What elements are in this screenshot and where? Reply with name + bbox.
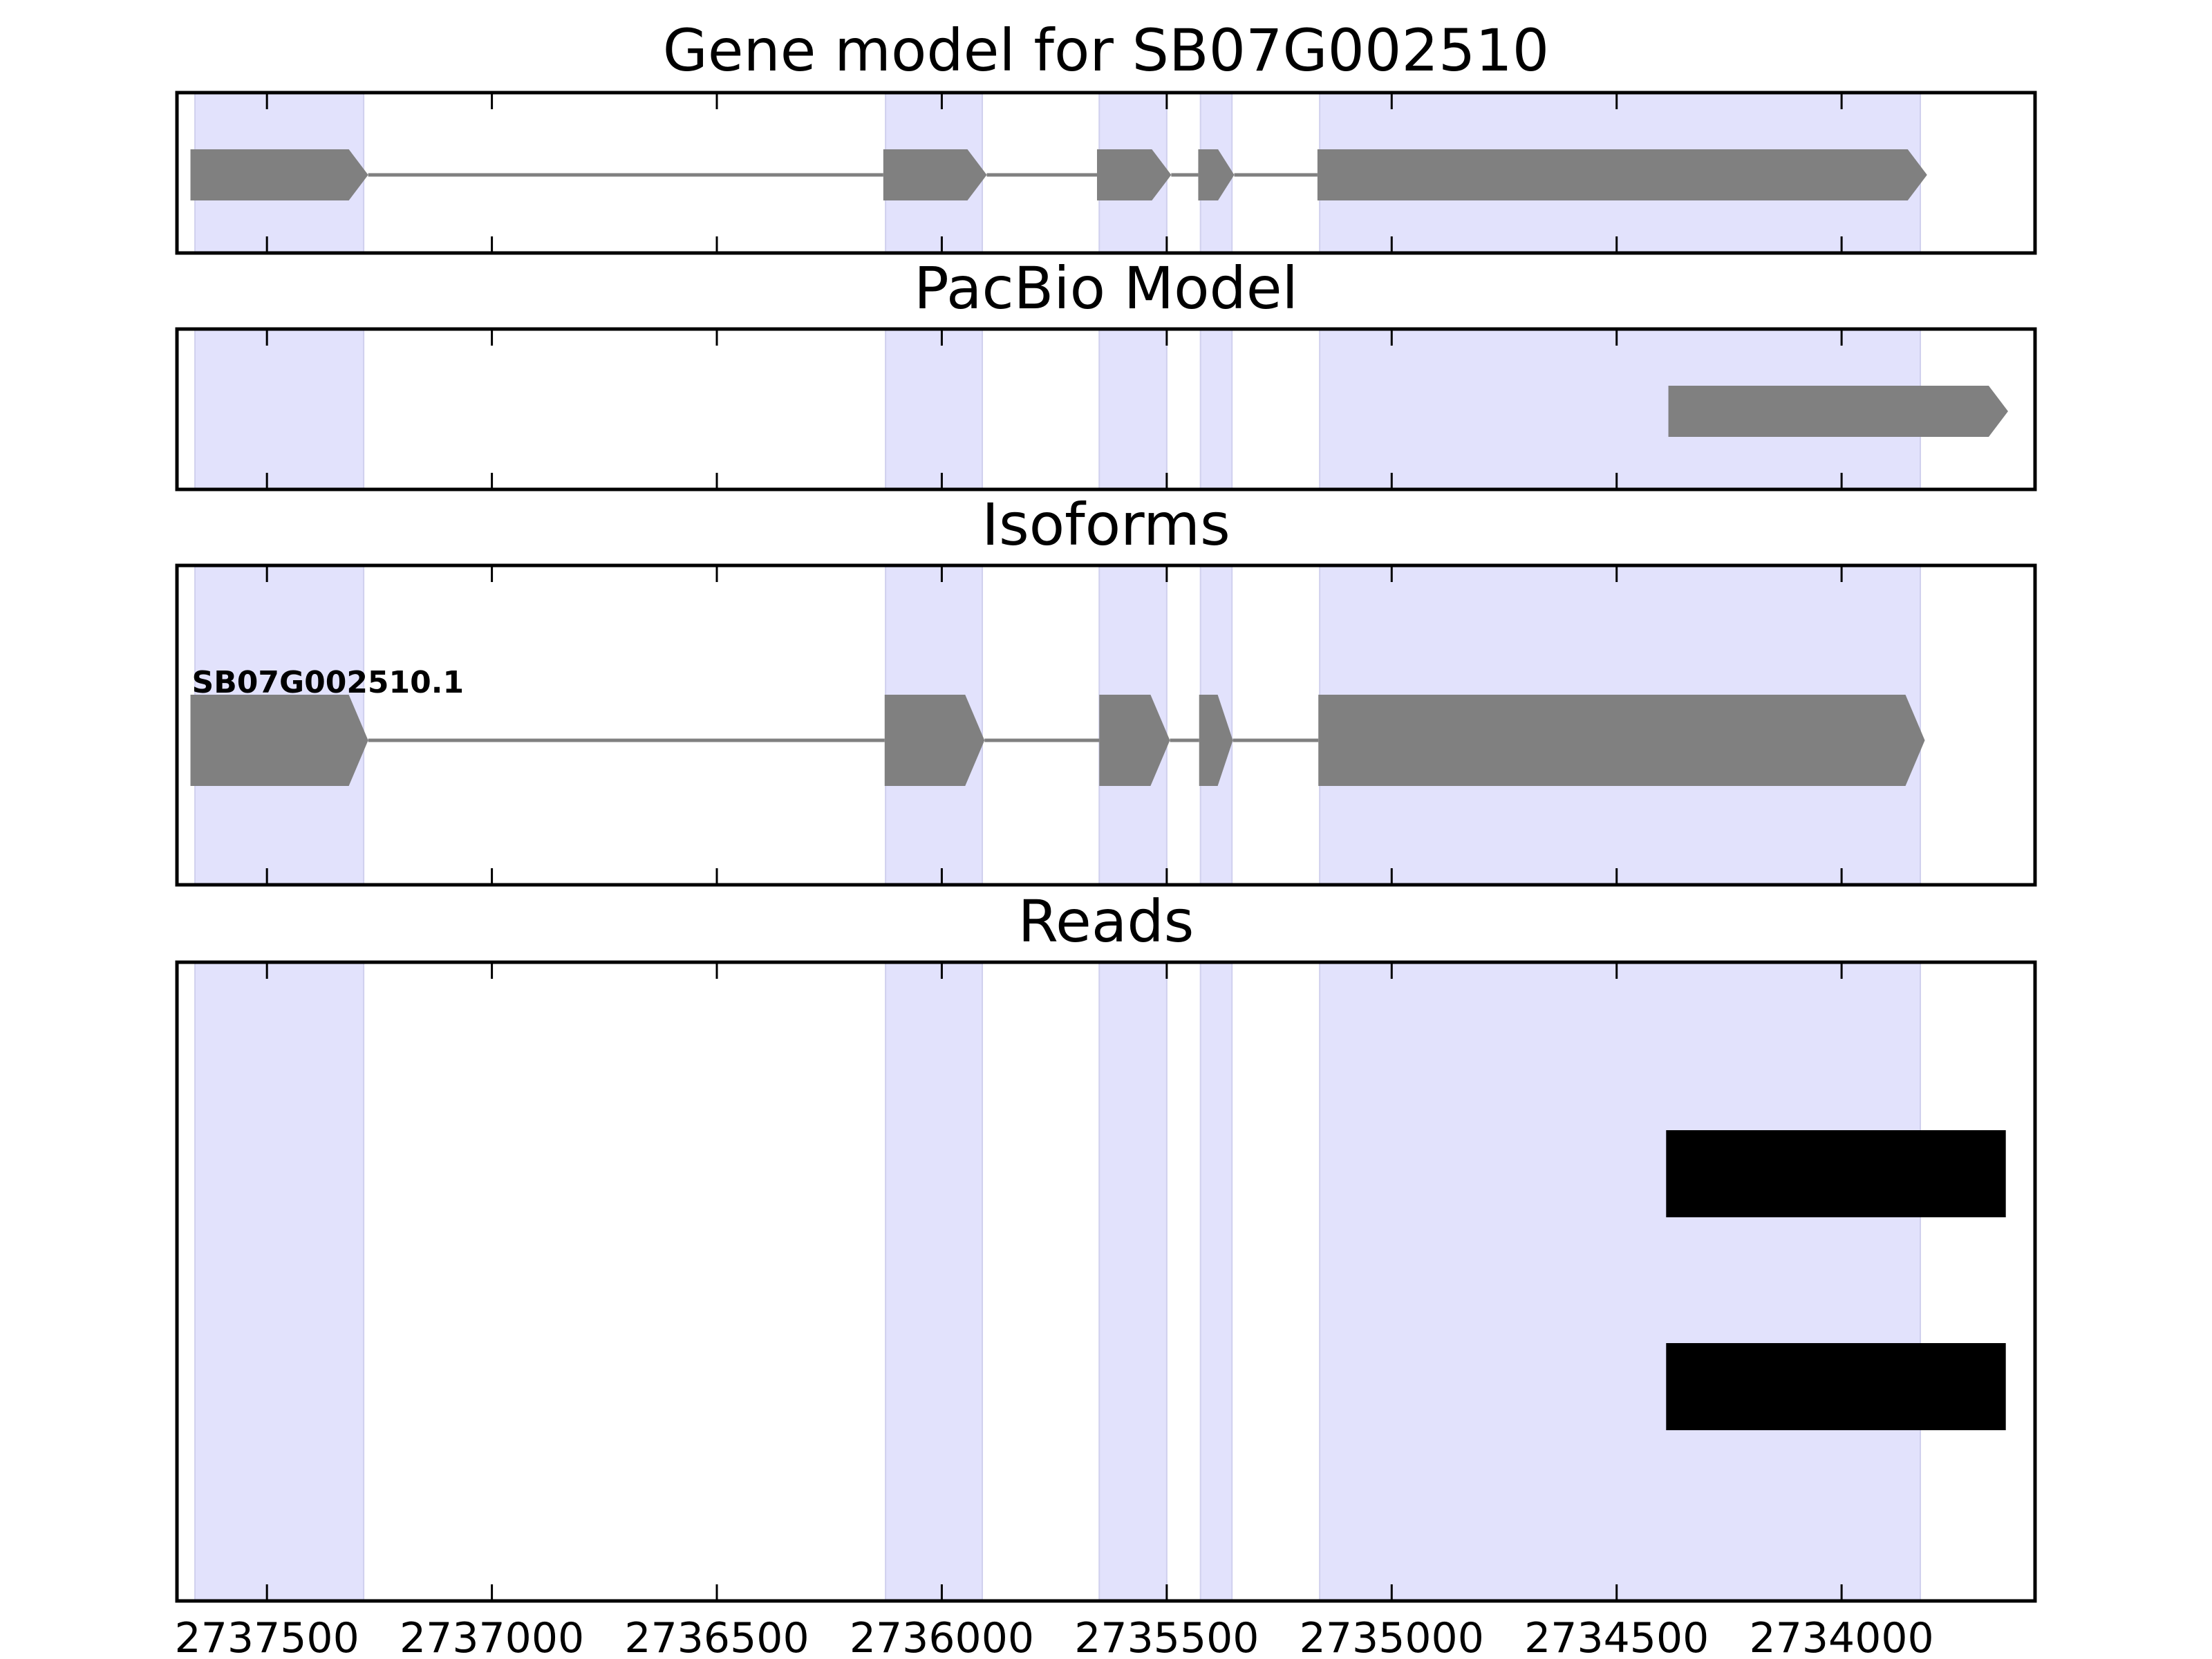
pacbio-model-title: PacBio Model <box>914 254 1298 322</box>
reads-plot <box>175 960 2037 1603</box>
panel-frame <box>175 327 2037 491</box>
gene-model-title: Gene model for SB07G002510 <box>663 17 1549 84</box>
x-tick-label: 2735000 <box>1300 1614 1484 1659</box>
x-tick-label: 2734500 <box>1524 1614 1709 1659</box>
exon-region-2 <box>885 328 984 490</box>
x-tick-label: 2737000 <box>400 1614 584 1659</box>
exon-2 <box>883 149 987 200</box>
exon-region-2 <box>885 962 984 1602</box>
panel-frame <box>175 960 2037 1603</box>
panel-frame <box>175 91 2037 255</box>
x-tick-label: 2736500 <box>624 1614 809 1659</box>
pacbio-model-panel: PacBio Model <box>175 254 2037 491</box>
exon-3 <box>1096 149 1172 200</box>
reads-panel: Reads <box>175 888 2037 1603</box>
x-tick-label: 2735500 <box>1074 1614 1259 1659</box>
exon-region-1 <box>194 962 365 1602</box>
exon-region-3 <box>1098 962 1168 1602</box>
exon-4 <box>1199 695 1233 786</box>
read-bar-2 <box>1666 1343 2006 1430</box>
exon-1 <box>190 149 368 200</box>
x-tick-label: 2734000 <box>1750 1614 1934 1659</box>
read-bar-1 <box>1666 1130 2006 1217</box>
exon-4 <box>1198 149 1235 200</box>
x-axis-tick-labels: 2737500 2737000 2736500 2736000 2735500 27350… <box>175 1614 1934 1659</box>
isoforms-plot: SB07G002510.1 <box>175 563 2037 887</box>
x-tick-label: 2737500 <box>175 1614 359 1659</box>
exon-region-1 <box>194 328 365 490</box>
exon-2 <box>884 695 985 786</box>
isoforms-title: Isoforms <box>982 491 1230 559</box>
gene-model-panel: Gene model for SB07G002510 <box>175 17 2037 255</box>
exon-1 <box>1668 386 2008 437</box>
gene-model-plot <box>175 91 2037 255</box>
exon-1 <box>190 695 368 786</box>
panel-frame <box>175 563 2037 887</box>
exon-region-4 <box>1199 962 1233 1602</box>
exon-3 <box>1099 695 1170 786</box>
x-tick-label: 2736000 <box>850 1614 1034 1659</box>
exon-region-4 <box>1199 328 1233 490</box>
exon-5 <box>1317 149 1927 200</box>
reads-title: Reads <box>1018 888 1194 955</box>
isoform-label: SB07G002510.1 <box>192 665 465 700</box>
pacbio-model-plot <box>175 327 2037 491</box>
exon-5 <box>1318 695 1925 786</box>
exon-region-3 <box>1098 328 1168 490</box>
exon-region-5 <box>1319 962 1922 1602</box>
isoforms-panel: Isoforms SB07G002510.1 <box>175 491 2037 887</box>
